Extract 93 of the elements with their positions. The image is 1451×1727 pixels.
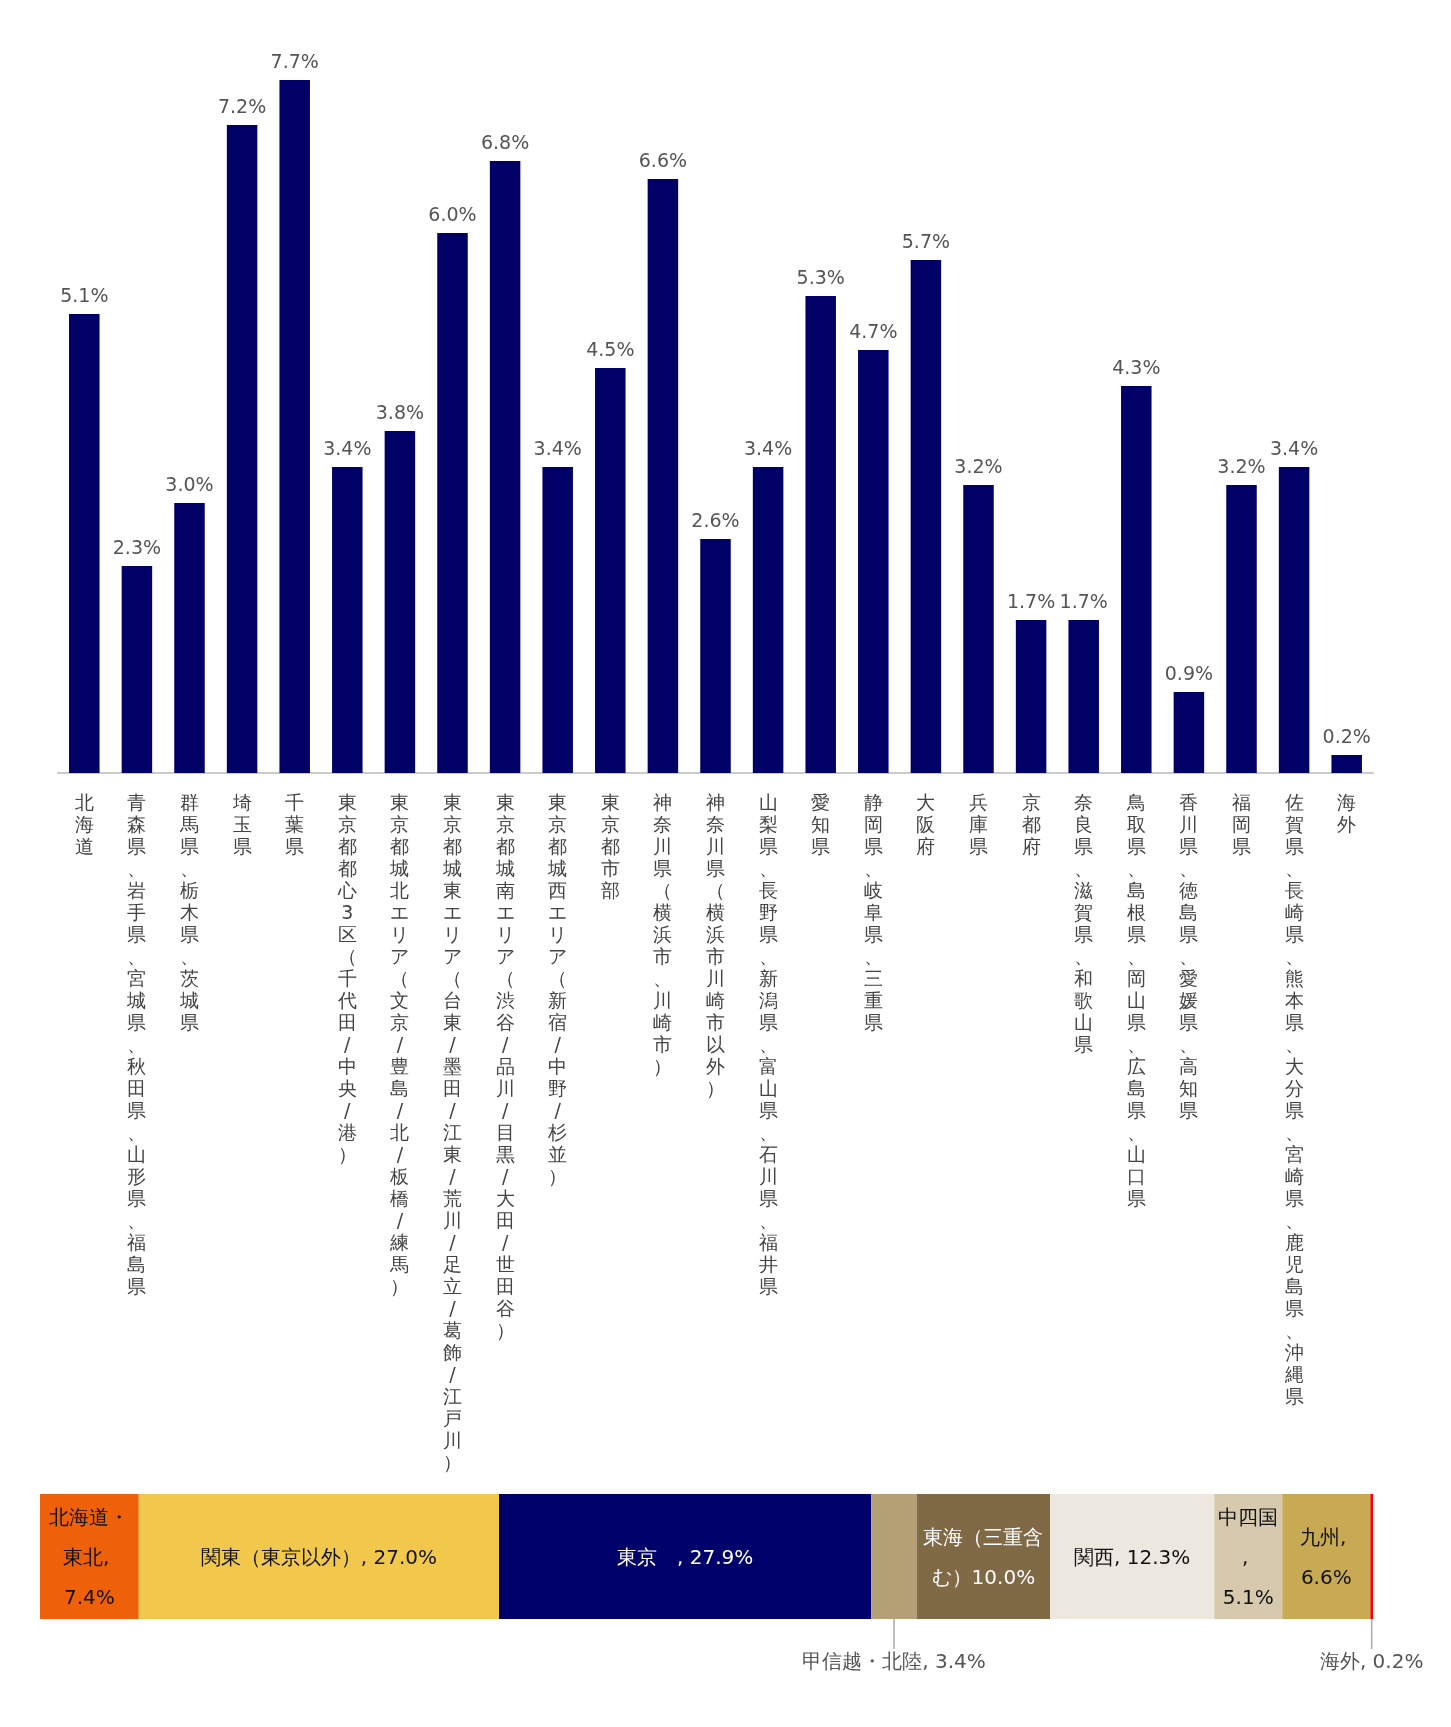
category-label: 神奈川県（横浜市、川崎市） [653,791,673,1077]
bar [138,1494,500,1619]
x-tick-label: 愛知県 [811,791,831,857]
bar [489,161,521,773]
bar [226,125,258,773]
bar [1214,1494,1283,1619]
bar [279,80,310,773]
data-label: 6.6% [638,148,688,171]
data-label: 3.4% [533,436,582,459]
data-label: 東海（三重含む）10.0% [923,1524,1044,1589]
bar [1226,485,1257,773]
x-tick-label: 京都府 [1021,791,1041,857]
data-label: 北海道・東北, 7.4% [49,1504,130,1609]
data-label: 6.8% [480,130,530,153]
data-label: 6.0% [428,202,477,225]
category-label: 奈良県、滋賀県、和歌山県 [1074,791,1094,1055]
data-label: 3.2% [954,454,1003,477]
bar [1282,1494,1371,1619]
category-label: 香川県、徳島県、愛媛県、高知県 [1179,791,1199,1121]
category-label: 山梨県、長野県、新潟県、富山県、石川県、福井県 [758,791,778,1297]
data-label: 2.6% [691,508,740,531]
category-label: 佐賀県、長崎県、熊本県、大分県、宮崎県、鹿児島県、沖縄県 [1284,791,1304,1407]
data-label: 7.7% [270,49,319,72]
category-label: 静岡県、岐阜県、三重県 [863,791,883,1033]
data-label: 7.2% [217,94,267,117]
data-label: 関東（東京以外）, 27.0% [200,1544,437,1569]
bar [174,503,205,773]
category-label: 東京都城西エリア（新宿/中野/杉並） [548,791,568,1187]
bar [647,179,679,773]
x-tick-label: 兵庫県 [969,791,988,857]
bar [595,368,626,773]
category-label: 東京都城北エリア（文京/豊島/北/板橋/練馬） [390,791,410,1297]
x-tick-label: 北海道 [74,791,94,857]
bar [499,1494,872,1619]
bar [384,431,416,773]
bar [1173,692,1205,773]
bar [1050,1494,1215,1619]
bar [1370,1494,1373,1619]
data-label: 4.5% [586,337,635,360]
data-label: 海外, 0.2% [1319,1649,1424,1673]
bar [1068,620,1099,773]
data-label: 3.4% [323,436,372,459]
data-label: 0.2% [1322,724,1371,747]
bar [121,566,153,773]
x-tick-label: 海外 [1337,791,1357,835]
bar [40,1494,139,1619]
data-label: 2.3% [112,535,162,558]
data-label: 5.3% [796,265,845,288]
bar [910,260,942,773]
category-label: 鳥取県、島根県、岡山県、広島県、山口県 [1126,791,1146,1209]
data-label: 中四国, 5.1% [1218,1504,1279,1609]
bar [700,539,731,773]
bar [1278,467,1310,773]
category-label: 神奈川県（横浜市川崎市以外） [706,791,725,1099]
bar [858,350,889,773]
data-label: 4.3% [1112,355,1161,378]
data-label: 3.0% [165,472,214,495]
data-label: 3.8% [375,400,425,423]
bar [332,467,363,773]
x-tick-label: 東京都市部 [600,791,620,901]
bar [916,1494,1051,1619]
x-tick-label: 千葉県 [285,791,305,857]
data-label: 3.4% [743,436,793,459]
bar [542,467,573,773]
data-label: 1.7% [1059,589,1108,612]
bar [963,485,994,773]
data-label: 東京 , 27.9% [617,1544,754,1569]
data-label: 5.1% [60,283,109,306]
bar [805,296,836,773]
category-label: 東京都城東エリア（台東/墨田/江東/荒川/足立/葛飾/江戸川） [443,791,462,1473]
data-label: 0.9% [1164,661,1214,684]
data-label: 5.7% [901,229,951,252]
x-tick-label: 埼玉県 [231,791,252,857]
bar [752,467,784,773]
x-tick-label: 大阪府 [916,791,936,857]
data-label: 3.4% [1269,436,1319,459]
x-tick-label: 福岡県 [1232,791,1251,857]
category-label: 東京都都心3区（千代田/中央/港） [337,791,357,1165]
data-label: 甲信越・北陸, 3.4% [802,1649,986,1673]
bar [69,314,100,773]
category-label: 東京都城南エリア（渋谷/品川/目黒/大田/世田谷） [495,791,515,1341]
category-label: 群馬県、栃木県、茨城県 [180,791,199,1033]
data-label: 4.7% [849,319,898,342]
bar [1121,386,1152,773]
data-label: 1.7% [1006,589,1056,612]
category-label: 青森県、岩手県、宮城県、秋田県、山形県、福島県 [127,791,147,1297]
bar [1331,755,1362,773]
bar [437,233,468,773]
data-label: 九州, 6.6% [1299,1524,1353,1589]
bar [1015,620,1047,773]
bar [871,1494,917,1619]
data-label: 3.2% [1217,454,1266,477]
data-label: 関西, 12.3% [1074,1544,1191,1569]
